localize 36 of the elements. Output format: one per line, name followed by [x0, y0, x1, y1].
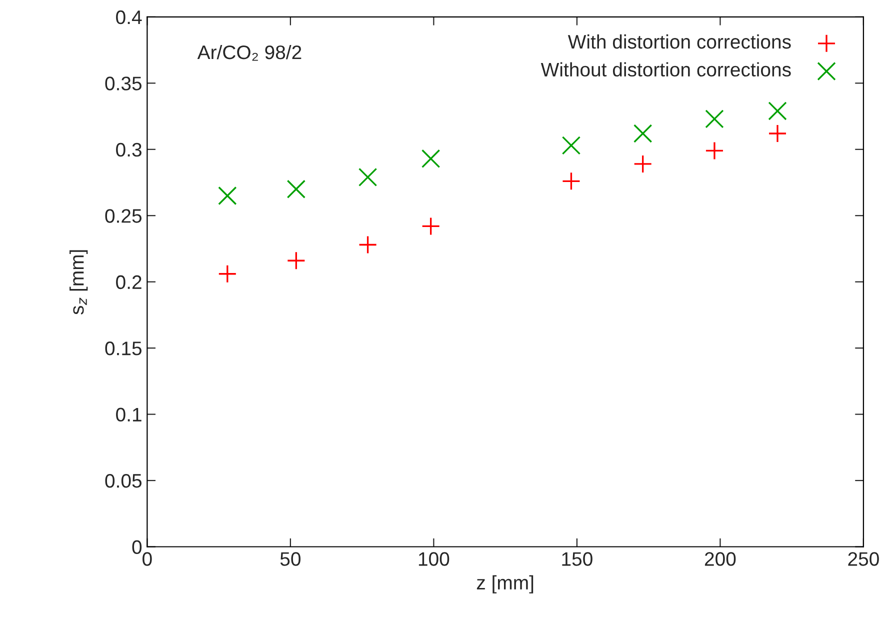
x-tick-label: 200 [704, 552, 736, 566]
y-tick-label: 0.1 [116, 408, 142, 422]
y-tick-label: 0.2 [116, 275, 142, 290]
point [218, 186, 237, 206]
y-axis-title: s$_{z}$ [mm] [70, 250, 88, 314]
point [768, 102, 787, 120]
y-tick-label: 0.15 [105, 342, 142, 356]
legend-label: With distortion corrections [568, 34, 791, 49]
x-tick-label: 250 [848, 552, 879, 566]
point [705, 110, 724, 128]
y-tick-label: 0.4 [116, 10, 142, 24]
y-tick-label: 0.35 [105, 76, 142, 90]
y-tick-label: 0.05 [105, 474, 142, 488]
point [634, 154, 652, 174]
point [705, 141, 724, 160]
point [358, 168, 378, 187]
point [421, 216, 440, 236]
legend-label: Without distortion corrections [540, 62, 791, 77]
point [562, 172, 581, 191]
point [286, 251, 306, 270]
x-axis-title: z [mm] [476, 575, 534, 594]
annotation: Ar/CO₂ 98/2 [197, 44, 302, 61]
x-tick-label: 50 [280, 552, 300, 566]
point [562, 136, 581, 155]
x-tick-label: 150 [562, 552, 592, 566]
y-tick-label: 0.25 [105, 209, 142, 223]
y-tick-label: 0 [132, 540, 142, 554]
point [218, 264, 237, 284]
y-tick-label: 0.3 [116, 142, 142, 157]
point [286, 180, 306, 198]
x-tick-label: 0 [142, 552, 152, 566]
point [421, 149, 440, 168]
point [768, 124, 787, 143]
point [634, 124, 652, 143]
point [358, 235, 378, 254]
x-tick-label: 100 [418, 552, 450, 566]
